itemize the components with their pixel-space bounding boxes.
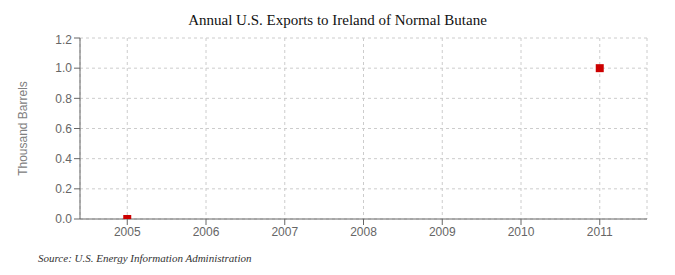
svg-text:2005: 2005	[114, 225, 141, 239]
html-text:Source: U.S. Energy Informatio: Source: U.S. Energy Information Administ…	[38, 252, 252, 264]
svg-text:2009: 2009	[429, 225, 456, 239]
svg-text:0.8: 0.8	[55, 92, 72, 106]
svg-text:2007: 2007	[271, 225, 298, 239]
svg-text:Thousand Barrels: Thousand Barrels	[16, 81, 30, 176]
svg-text:2008: 2008	[350, 225, 377, 239]
svg-text:1.0: 1.0	[55, 61, 72, 75]
html-text:Annual U.S. Exports to Ireland: Annual U.S. Exports to Ireland of Normal…	[188, 12, 487, 28]
svg-text:1.2: 1.2	[55, 33, 72, 47]
svg-text:0.6: 0.6	[55, 122, 72, 136]
svg-text:2010: 2010	[508, 225, 535, 239]
svg-text:0.2: 0.2	[55, 182, 72, 196]
svg-text:2006: 2006	[193, 225, 220, 239]
svg-text:2011: 2011	[587, 225, 613, 239]
svg-text:0.0: 0.0	[55, 212, 72, 226]
svg-text:0.4: 0.4	[55, 152, 72, 166]
